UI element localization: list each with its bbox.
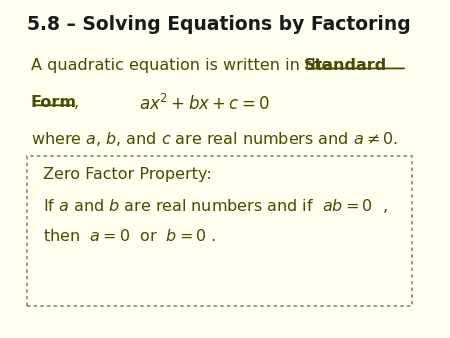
Text: then  $a = 0$  or  $b = 0$ .: then $a = 0$ or $b = 0$ . <box>43 228 216 244</box>
Text: where $a$, $b$, and $c$ are real numbers and $a \neq 0$.: where $a$, $b$, and $c$ are real numbers… <box>31 130 398 148</box>
Text: 5.8 – Solving Equations by Factoring: 5.8 – Solving Equations by Factoring <box>27 15 411 34</box>
Text: Zero Factor Property:: Zero Factor Property: <box>43 167 212 182</box>
Text: ,: , <box>74 95 79 110</box>
Text: If $a$ and $b$ are real numbers and if  $ab = 0$  ,: If $a$ and $b$ are real numbers and if $… <box>43 197 387 216</box>
Text: A quadratic equation is written in the: A quadratic equation is written in the <box>31 58 342 73</box>
FancyBboxPatch shape <box>27 155 412 307</box>
Text: Standard: Standard <box>304 58 387 73</box>
Text: $ax^2 + bx + c = 0$: $ax^2 + bx + c = 0$ <box>139 94 270 114</box>
Text: Form: Form <box>31 95 77 110</box>
